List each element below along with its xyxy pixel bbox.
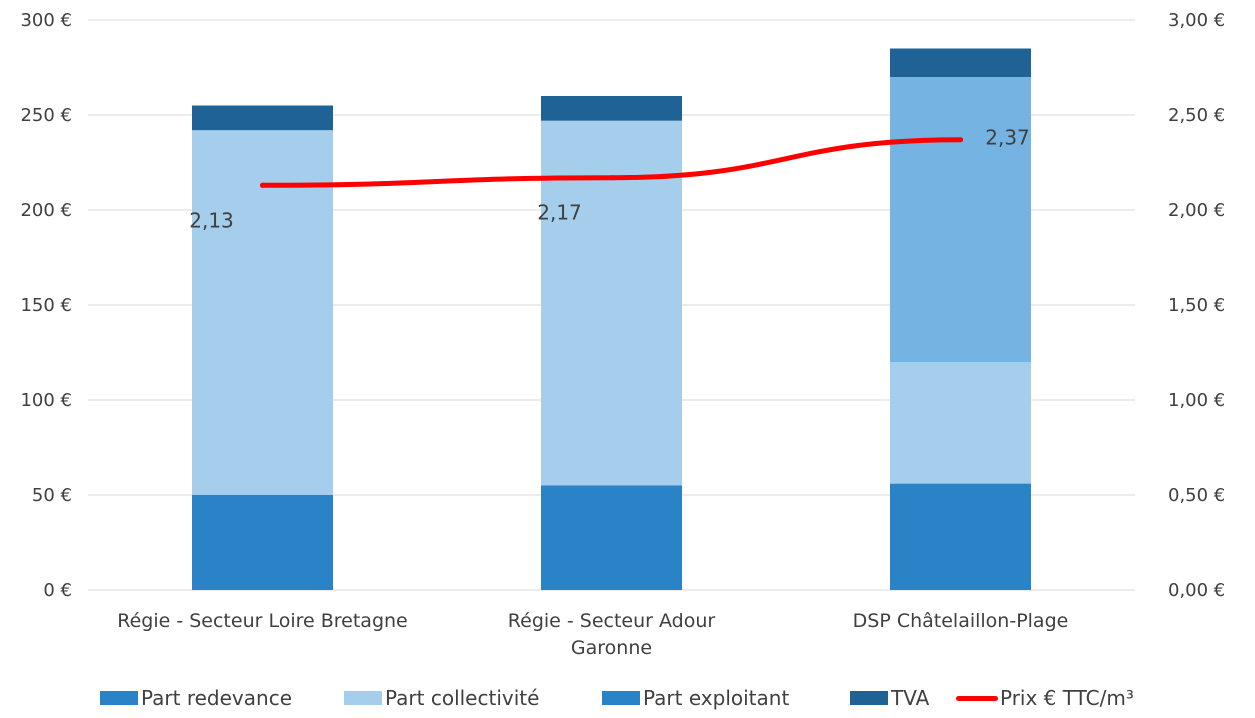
y-left-tick-label: 100 € <box>20 390 72 411</box>
x-category-label: Régie - Secteur Loire Bretagne <box>117 610 408 632</box>
y-axis-left: 0 € 50 € 100 € 150 € 200 € 250 € 300 € <box>20 10 72 601</box>
bar-segment-tva <box>541 96 682 121</box>
y-left-tick-label: 150 € <box>20 295 72 316</box>
y-right-tick-label: 1,50 € <box>1168 295 1225 316</box>
price-point <box>958 137 963 143</box>
legend-item-part-collectivite: Part collectivité <box>344 683 539 713</box>
legend-item-tva: TVA <box>850 683 929 713</box>
legend-label: Part collectivité <box>385 686 540 710</box>
y-right-tick-label: 3,00 € <box>1168 10 1225 31</box>
bar-segment-part-redevance <box>541 485 682 590</box>
legend: Part redevance Part collectivité Part ex… <box>0 683 1255 713</box>
legend-swatch <box>602 691 640 705</box>
legend-label: Part exploitant <box>643 686 790 710</box>
bar-segment-tva <box>192 105 333 131</box>
legend-line-swatch <box>956 695 998 701</box>
x-axis-categories: Régie - Secteur Loire Bretagne Régie - Se… <box>117 610 1068 659</box>
bars <box>192 48 1031 590</box>
legend-item-prix: Prix € TTC/m³ <box>956 683 1134 713</box>
price-data-label: 2,37 <box>985 126 1030 150</box>
price-line: 2,13 2,17 2,37 <box>189 126 1030 233</box>
price-data-label: 2,17 <box>537 201 582 225</box>
y-left-tick-label: 0 € <box>43 580 72 601</box>
price-point <box>609 175 614 181</box>
legend-swatch <box>344 691 382 705</box>
legend-label: Part redevance <box>141 686 292 710</box>
x-category-label: DSP Châtelaillon-Plage <box>853 610 1069 632</box>
y-right-tick-label: 1,00 € <box>1168 390 1225 411</box>
y-left-tick-label: 50 € <box>32 485 72 506</box>
legend-swatch <box>100 691 138 705</box>
bar-segment-part-collectivit- <box>541 120 682 486</box>
legend-item-part-redevance: Part redevance <box>100 683 292 713</box>
x-category-label: Régie - Secteur Adour Garonne <box>508 610 716 659</box>
legend-label: Prix € TTC/m³ <box>1000 686 1134 710</box>
bar-segment-part-redevance <box>890 483 1031 590</box>
y-right-tick-label: 2,00 € <box>1168 200 1225 221</box>
price-point <box>260 182 265 188</box>
y-right-tick-label: 0,50 € <box>1168 485 1225 506</box>
bar-segment-part-exploitant <box>890 77 1031 362</box>
x-category-label-line: DSP Châtelaillon-Plage <box>853 610 1069 632</box>
chart: 0 €50 €100 €150 €200 €250 €300 € 0,00 €0… <box>20 10 1225 659</box>
legend-item-part-exploitant: Part exploitant <box>602 683 789 713</box>
y-left-tick-label: 200 € <box>20 200 72 221</box>
y-left-tick-label: 250 € <box>20 105 72 126</box>
price-data-label: 2,13 <box>189 208 234 232</box>
x-category-label-line: Garonne <box>571 637 652 659</box>
y-right-tick-label: 2,50 € <box>1168 105 1225 126</box>
legend-swatch <box>850 691 888 705</box>
bar-segment-part-redevance <box>192 495 333 590</box>
bar-segment-part-collectivit- <box>890 362 1031 484</box>
y-left-tick-label: 300 € <box>20 10 72 31</box>
x-category-label-line: Régie - Secteur Adour <box>508 610 716 632</box>
bar-segment-tva <box>890 48 1031 77</box>
y-axis-right: 0,00 € 0,50 € 1,00 € 1,50 € 2,00 € 2,50 € 3,00… <box>1168 10 1225 601</box>
legend-label: TVA <box>891 686 930 710</box>
y-right-tick-label: 0,00 € <box>1168 580 1225 601</box>
x-category-label-line: Régie - Secteur Loire Bretagne <box>117 610 408 632</box>
bar-segment-part-collectivit- <box>192 130 333 495</box>
